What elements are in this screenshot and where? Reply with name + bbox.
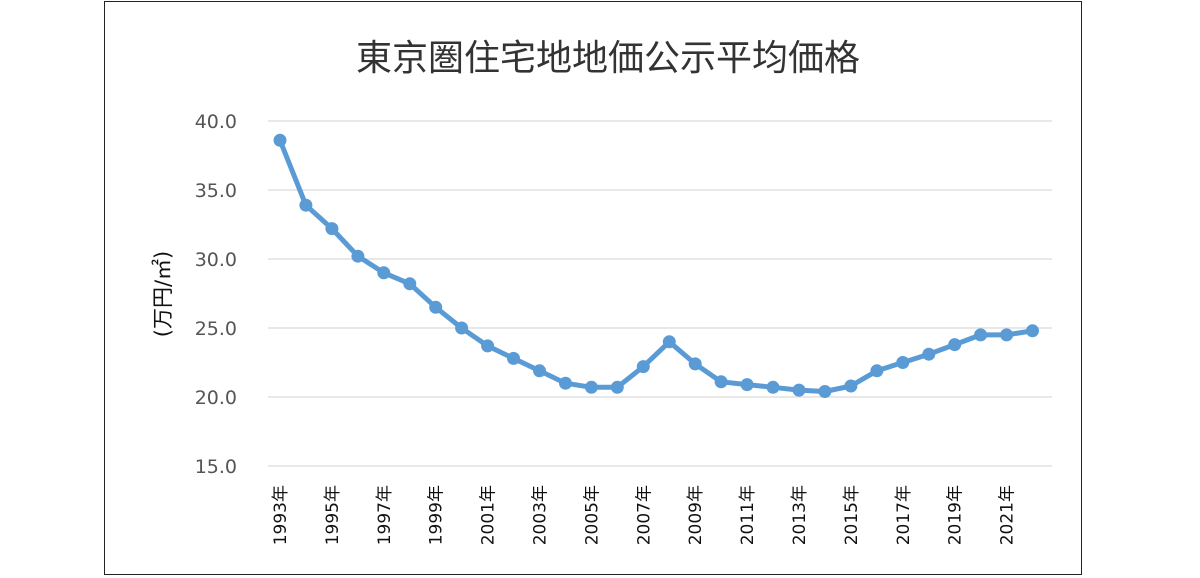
y-axis-ticks: 15.0 20.0 25.0 30.0 35.0 40.0 [195, 111, 237, 478]
data-point [507, 351, 520, 365]
x-tick-label: 1999年 [427, 485, 447, 545]
data-point [870, 364, 884, 378]
data-point [299, 198, 313, 212]
data-point [610, 380, 624, 394]
data-point [922, 347, 936, 361]
data-point [273, 133, 287, 147]
data-point [533, 364, 546, 378]
x-tick-label: 2003年 [531, 485, 551, 545]
x-tick-label: 2019年 [946, 485, 966, 545]
data-point [377, 266, 391, 280]
gridlines [268, 120, 1052, 467]
data-point [818, 385, 832, 398]
y-tick-label: 35.0 [195, 180, 237, 202]
x-tick-label: 2009年 [686, 485, 706, 545]
x-tick-label: 2013年 [790, 485, 810, 545]
y-tick-label: 25.0 [195, 318, 237, 340]
data-point [714, 375, 728, 389]
x-axis-ticks: 1993年 1995年 1997年 1999年 2001年 2003年 2005年 2007年… [271, 485, 1018, 545]
x-tick-label: 2001年 [479, 485, 499, 545]
x-tick-label: 2021年 [998, 485, 1018, 545]
y-tick-label: 40.0 [195, 111, 237, 133]
data-point [559, 376, 572, 390]
x-tick-label: 2007年 [634, 485, 654, 545]
data-point [974, 328, 988, 342]
x-tick-label: 1997年 [375, 485, 395, 545]
y-axis-label: (万円/㎡) [151, 251, 175, 337]
data-point [740, 378, 754, 392]
data-point [481, 339, 495, 353]
data-point [325, 222, 339, 236]
data-point [584, 380, 598, 394]
data-point [766, 380, 780, 394]
data-point [403, 277, 417, 291]
data-points [273, 133, 1039, 398]
series-line [277, 137, 1035, 394]
data-point [429, 300, 443, 314]
y-tick-label: 15.0 [195, 456, 237, 478]
data-point [896, 356, 910, 369]
data-point [1000, 328, 1014, 342]
data-point [1026, 324, 1039, 338]
data-point [844, 379, 858, 393]
data-point [792, 383, 806, 397]
data-point [455, 321, 469, 335]
chart-title: 東京圏住宅地地価公示平均価格 [356, 38, 860, 79]
data-point [636, 360, 650, 374]
chart-frame [104, 1, 1082, 575]
data-point [948, 338, 962, 352]
x-tick-label: 2005年 [582, 485, 602, 545]
data-point [351, 249, 365, 263]
data-point [688, 357, 702, 371]
x-tick-label: 2015年 [842, 485, 862, 545]
x-tick-label: 1993年 [271, 485, 291, 545]
x-tick-label: 2011年 [738, 485, 758, 545]
x-tick-label: 1995年 [323, 485, 343, 545]
x-tick-label: 2017年 [894, 485, 914, 545]
y-tick-label: 20.0 [195, 387, 237, 409]
y-tick-label: 30.0 [195, 249, 237, 271]
data-point [662, 335, 676, 349]
